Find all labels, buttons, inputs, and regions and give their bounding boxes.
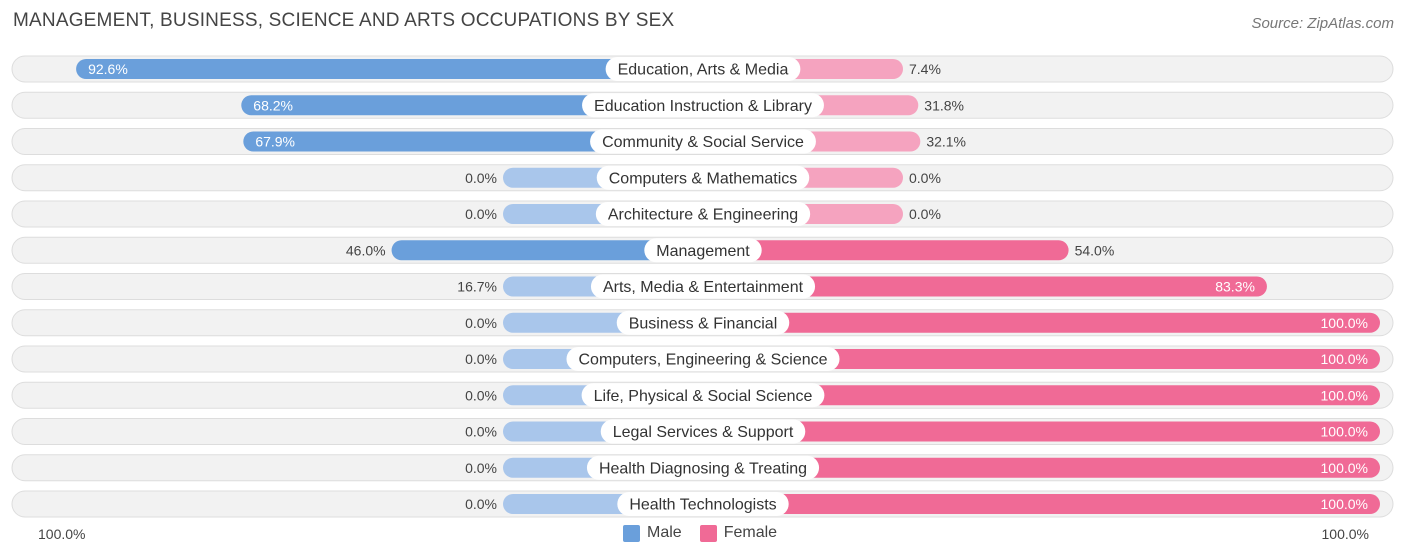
legend-swatch-female (699, 524, 717, 542)
category-pill (596, 165, 810, 190)
axis-left-label: 100.0% (38, 526, 86, 542)
source-label: Source: ZipAtlas.com (1251, 15, 1394, 32)
legend-item-male: Male (623, 524, 682, 542)
male-value-label: 67.9% (255, 134, 295, 150)
female-bar (703, 385, 1380, 406)
category-pill (590, 274, 816, 299)
legend-item-female: Female (699, 524, 778, 542)
female-value-label: 31.8% (924, 97, 964, 113)
male-bar (391, 240, 703, 261)
female-value-label: 100.0% (1321, 351, 1368, 367)
category-pill (586, 455, 820, 480)
female-value-label: 100.0% (1321, 460, 1368, 476)
category-label: Computers, Engineering & Science (578, 352, 827, 369)
male-value-label: 16.7% (457, 279, 497, 295)
category-pill (644, 238, 762, 263)
female-value-label: 7.4% (909, 61, 941, 77)
category-pill (581, 383, 825, 408)
category-label: Legal Services & Support (613, 424, 794, 441)
female-bar (703, 312, 1380, 333)
category-label: Health Diagnosing & Treating (599, 460, 807, 477)
female-value-label: 54.0% (1075, 242, 1115, 258)
female-bar (703, 457, 1380, 478)
category-label: Architecture & Engineering (608, 207, 798, 224)
category-pill (617, 492, 789, 516)
female-bar (703, 276, 1267, 297)
category-pill (616, 310, 790, 335)
male-value-label: 0.0% (465, 496, 497, 512)
category-label: Education Instruction & Library (594, 98, 812, 115)
female-value-label: 100.0% (1321, 387, 1368, 403)
category-pill (595, 202, 811, 226)
category-pill (605, 57, 801, 81)
male-value-label: 68.2% (253, 97, 293, 113)
legend-label-male: Male (647, 524, 682, 541)
chart-title: MANAGEMENT, BUSINESS, SCIENCE AND ARTS O… (13, 10, 675, 31)
legend: Male Female (623, 524, 787, 542)
legend-swatch-male (623, 524, 640, 542)
category-label: Arts, Media & Entertainment (603, 279, 804, 296)
category-label: Computers & Mathematics (609, 170, 798, 187)
female-value-label: 100.0% (1321, 424, 1368, 440)
category-pill (600, 419, 806, 444)
category-label: Business & Financial (629, 315, 778, 332)
male-value-label: 92.6% (88, 61, 128, 77)
male-value-label: 0.0% (465, 170, 497, 186)
category-pill (566, 347, 840, 371)
male-value-label: 46.0% (346, 242, 386, 258)
female-value-label: 0.0% (909, 170, 941, 186)
male-value-label: 0.0% (465, 315, 497, 331)
female-bar (703, 494, 1380, 514)
female-bar (703, 240, 1069, 261)
category-label: Education, Arts & Media (618, 62, 789, 79)
female-value-label: 32.1% (926, 134, 966, 150)
category-pill (590, 129, 816, 154)
category-label: Community & Social Service (602, 134, 804, 151)
female-bar (703, 349, 1380, 369)
male-value-label: 0.0% (465, 460, 497, 476)
category-label: Management (656, 243, 750, 260)
axis-right-label: 100.0% (1321, 526, 1369, 542)
female-bar (703, 421, 1380, 442)
male-bar (243, 131, 703, 152)
legend-label-female: Female (723, 524, 778, 541)
male-value-label: 0.0% (465, 206, 497, 222)
male-value-label: 0.0% (465, 424, 497, 440)
female-value-label: 0.0% (909, 206, 941, 222)
category-pill (582, 93, 824, 118)
female-value-label: 100.0% (1321, 315, 1368, 331)
male-bar (76, 59, 703, 79)
female-value-label: 100.0% (1321, 496, 1368, 512)
male-value-label: 0.0% (465, 387, 497, 403)
male-value-label: 0.0% (465, 351, 497, 367)
category-label: Life, Physical & Social Science (594, 388, 813, 405)
category-label: Health Technologists (629, 497, 776, 514)
chart-canvas: 92.6% 7.4% Education, Arts & Media 68.2% 31.… (11, 55, 1394, 518)
female-value-label: 83.3% (1215, 279, 1255, 295)
